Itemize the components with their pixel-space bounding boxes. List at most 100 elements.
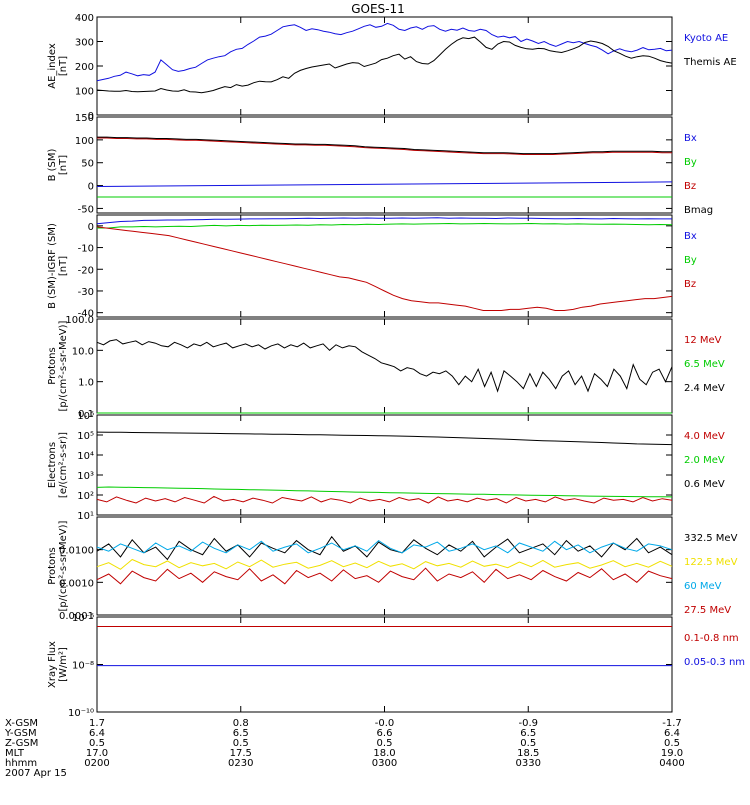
x-tick-label: 18.0	[373, 748, 395, 759]
x-tick-label: 0.5	[233, 738, 249, 749]
legend-entry: 332.5 MeV	[684, 533, 738, 544]
y-tick-label: 50	[81, 159, 94, 170]
panel-xray: 10⁻¹⁰ 10⁻⁸ 10⁻⁶ Xray Flux[W/m²] 0.1-0.8 nm 0.…	[47, 613, 745, 719]
panel-frame	[96, 616, 673, 713]
y-tick-label: 200	[75, 62, 94, 73]
y-tick-label: 10.0	[72, 346, 94, 357]
x-tick-label: 0400	[659, 758, 684, 769]
x-axis-row-label: hhmm	[5, 758, 37, 769]
panel-bsm: -50 0 50 100 150 B (SM)[nT] Bx By Bz Bmag	[47, 113, 713, 216]
y-tick-label: 150	[75, 113, 94, 124]
y-tick-label: 10¹	[77, 511, 94, 522]
x-tick-label: 0.5	[664, 738, 680, 749]
y-axis-label: Electrons[e/(cm²-s-sr)]	[47, 432, 69, 498]
legend-entry: Bx	[684, 231, 697, 242]
y-tick-label: 0	[88, 182, 94, 193]
panel-frame	[96, 318, 673, 414]
legend-entry: 6.5 MeV	[684, 359, 725, 370]
x-tick-label: 6.5	[233, 728, 249, 739]
legend-entry: Bz	[684, 181, 696, 192]
y-tick-label: 1.0	[78, 378, 94, 389]
y-tick-label: -10	[78, 244, 94, 255]
y-tick-label: 10⁴	[77, 451, 94, 462]
series-line-kyoto-ae	[96, 22, 673, 82]
series-line-60-mev	[96, 539, 673, 554]
series-line-bx	[96, 181, 673, 187]
x-tick-label: -0.9	[518, 718, 538, 729]
x-tick-label: 1.7	[89, 718, 105, 729]
x-tick-label: -0.0	[375, 718, 395, 729]
y-tick-label: 300	[75, 38, 94, 49]
x-tick-label: 0.5	[89, 738, 105, 749]
x-axis-row-label: Y-GSM	[4, 728, 37, 739]
y-tick-label: 0.0001	[59, 611, 94, 622]
x-tick-label: 0300	[372, 758, 397, 769]
y-tick-label: 0	[88, 222, 94, 233]
panel-frame	[96, 214, 673, 318]
panel-protons_low: 0.1 1.0 10.0 100.0Protons[p/(cm²-s-sr-MeV)]…	[47, 315, 725, 420]
date-label: 2007 Apr 15	[5, 768, 67, 779]
x-tick-label: 6.4	[89, 728, 105, 739]
x-tick-label: 18.5	[517, 748, 539, 759]
panel-bdiff: -40 -30 -20 -10 0 B (SM)-IGRF (SM)[nT] Bx By Bz	[47, 214, 697, 320]
x-tick-label: 0200	[84, 758, 109, 769]
legend-entry: 12 MeV	[684, 335, 722, 346]
legend-entry: 2.0 MeV	[684, 455, 725, 466]
series-line-bz	[97, 137, 672, 155]
legend-entry: Themis AE	[683, 57, 737, 68]
y-tick-label: 10⁻¹⁰	[68, 708, 94, 719]
x-tick-label: 6.5	[520, 728, 536, 739]
y-tick-label: 10⁻⁶	[72, 613, 94, 624]
y-tick-label: 0.0100	[59, 546, 94, 557]
series-line-332-5-mev	[96, 535, 673, 561]
y-tick-label: 10⁶	[77, 411, 94, 422]
series-line-2-0-mev	[96, 486, 673, 498]
y-tick-label: 0.1	[78, 409, 94, 420]
legend-entry: Kyoto AE	[684, 33, 728, 44]
series-line-122-5-mev	[96, 558, 673, 570]
legend-entry: 0.05-0.3 nm	[684, 657, 745, 668]
series-line-27-5-mev	[96, 567, 673, 585]
y-axis-label: Protons[p/(cm²-s-sr-MeV)]	[47, 520, 69, 611]
y-axis-label: AE_index[nT]	[47, 43, 69, 89]
legend-entry: 27.5 MeV	[684, 605, 731, 616]
y-axis-label: Xray Flux[W/m²]	[47, 641, 69, 688]
y-tick-label: 100	[75, 136, 94, 147]
series-line-by	[97, 222, 673, 229]
legend-entry: 4.0 MeV	[684, 431, 725, 442]
legend-entry: Bx	[684, 133, 697, 144]
y-tick-label: 0	[88, 111, 94, 122]
panel-electrons: 10¹ 10² 10³ 10⁴ 10⁵ 10⁶ Electrons[e/(cm²-s-sr)…	[47, 411, 725, 522]
page-title: GOES-11	[351, 2, 405, 16]
legend-entry: 0.6 MeV	[684, 479, 725, 490]
series-line-4-0-mev	[96, 495, 673, 504]
y-tick-label: 10⁵	[77, 431, 94, 442]
legend-entry: By	[684, 157, 697, 168]
panel-frame	[96, 116, 673, 214]
panel-protons_high: 0.0001 0.0010 0.0100Protons[p/(cm²-s-sr-Me…	[47, 516, 738, 622]
x-tick-label: 0.5	[377, 738, 393, 749]
x-tick-label: 6.6	[377, 728, 393, 739]
legend-entry: Bmag	[684, 205, 713, 216]
legend-entry: By	[684, 255, 697, 266]
x-tick-label: 17.0	[86, 748, 108, 759]
series-line-bz	[96, 226, 673, 311]
series-line-bmag	[97, 136, 672, 155]
series-line-themis-ae	[96, 36, 673, 94]
x-axis-row-label: MLT	[5, 748, 25, 759]
x-tick-label: 0.5	[520, 738, 536, 749]
y-tick-label: 400	[75, 13, 94, 24]
y-tick-label: -30	[78, 287, 94, 298]
y-axis-label: B (SM)[nT]	[47, 148, 69, 181]
series-line-0-6-mev	[96, 431, 673, 446]
x-tick-label: 0.8	[233, 718, 249, 729]
x-tick-label: 0230	[228, 758, 253, 769]
y-tick-label: 10⁻⁸	[72, 661, 94, 672]
y-tick-label: 0.0010	[59, 578, 94, 589]
legend-entry: 60 MeV	[684, 581, 722, 592]
x-tick-label: 6.4	[664, 728, 680, 739]
series-line-2-4-mev	[96, 339, 673, 393]
y-axis-label: B (SM)-IGRF (SM)[nT]	[47, 223, 69, 309]
